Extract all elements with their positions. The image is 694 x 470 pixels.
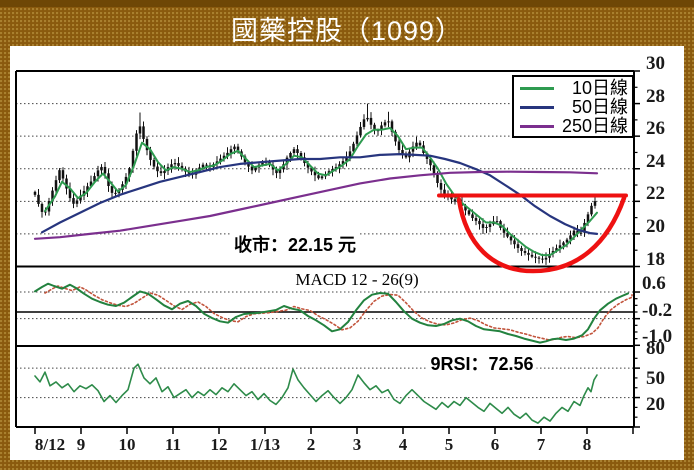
price-axis-label: 20 [646, 215, 665, 237]
price-axis-label: 18 [646, 248, 665, 270]
legend-label-ma250: 250日線 [561, 116, 628, 136]
x-axis-label: 8/12 [34, 435, 66, 454]
legend-item-ma50: 50日線 [520, 98, 628, 117]
price-axis-label: 22 [646, 183, 665, 205]
rsi-line [34, 363, 598, 424]
rsi-axis-label: 50 [646, 367, 665, 389]
x-axis-label: 10 [118, 435, 136, 454]
legend-label-ma50: 50日線 [571, 97, 628, 117]
ma50-line-swatch [520, 106, 554, 109]
ma-legend: 10日線 50日線 250日線 [512, 75, 634, 138]
macd-panel-label: MACD 12 - 26(9) [292, 270, 422, 290]
ma10-line-swatch [520, 87, 554, 90]
rsi-axis-label: 80 [646, 338, 665, 359]
ma10-line [44, 127, 598, 257]
ma50-line [40, 153, 599, 235]
rsi-axis-label: 20 [646, 394, 665, 415]
frame-top-strip [0, 0, 694, 7]
macd-axis-label: -1.0 [642, 326, 673, 348]
x-axis-label: 9 [76, 435, 86, 454]
price-axis-label: 24 [646, 150, 665, 172]
x-axis-label: 3 [352, 435, 362, 454]
macd-line [34, 282, 629, 344]
x-axis-label: 8 [582, 435, 592, 454]
macd-signal-line [44, 285, 633, 341]
x-axis-label: 6 [490, 435, 500, 454]
x-axis-label: 5 [444, 435, 454, 454]
macd-axis-label: 0.6 [642, 273, 666, 295]
close-price-annotation: 收市：22.15 元 [230, 231, 360, 257]
legend-item-ma250: 250日線 [520, 117, 628, 136]
rsi-value-annotation: 9RSI：72.56 [427, 350, 537, 376]
price-axis-label: 28 [646, 85, 665, 107]
price-axis-label: 30 [646, 53, 665, 74]
legend-label-ma10: 10日線 [571, 78, 628, 98]
chart-title: 國藥控股（1099） [230, 16, 464, 46]
x-axis-label: 4 [398, 435, 408, 454]
x-axis-label: 7 [536, 435, 546, 454]
x-axis-label: 2 [306, 435, 316, 454]
x-axis-label: 12 [210, 435, 228, 454]
legend-item-ma10: 10日線 [520, 79, 628, 98]
x-axis-label: 11 [164, 435, 182, 454]
ma250-line-swatch [520, 125, 554, 128]
price-axis-label: 26 [646, 118, 665, 140]
x-axis-label: 1/13 [249, 435, 281, 454]
ma250-line [33, 170, 599, 240]
macd-axis-label: -0.2 [642, 299, 673, 321]
cup-pattern [456, 195, 627, 274]
